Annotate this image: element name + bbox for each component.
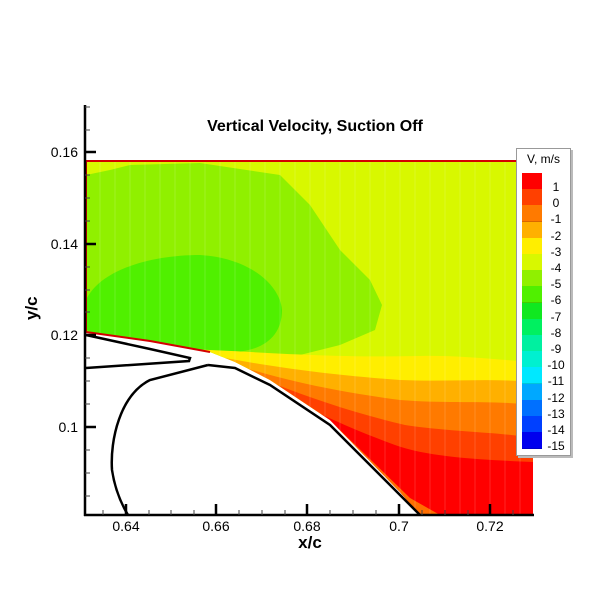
x-tick-label: 0.64: [112, 518, 140, 534]
legend-label: -7: [550, 309, 562, 324]
y-tick-label: 0.1: [58, 419, 78, 435]
axes: [83, 105, 534, 517]
legend-swatch: [522, 351, 542, 369]
legend-label: 0: [552, 196, 560, 211]
x-tick-label: 0.68: [293, 518, 321, 534]
y-tick-label: 0.12: [50, 327, 78, 343]
legend-swatch: [522, 367, 542, 385]
legend-label: -14: [547, 423, 565, 437]
chart-title: Vertical Velocity, Suction Off: [207, 118, 423, 135]
legend-swatch: [522, 416, 542, 433]
legend-label: -2: [550, 228, 562, 243]
color-legend: V, m/s 1 0 -1 -2 -3 -4 -5 -6 -7 -8 -9 -10 -11 -12 -13 -…: [516, 148, 571, 456]
legend-label: -12: [547, 390, 565, 405]
legend-label: -3: [550, 244, 562, 259]
legend-label: 1: [552, 180, 560, 194]
legend-swatch: [522, 237, 542, 255]
legend-swatch: [522, 189, 542, 207]
legend-title: V, m/s: [527, 152, 560, 166]
legend-swatch: [522, 335, 542, 352]
legend-swatch: [522, 432, 542, 450]
legend-swatch: [522, 270, 542, 288]
legend-swatch: [522, 302, 542, 320]
legend-swatch: [522, 383, 542, 401]
y-tick-label: 0.16: [50, 144, 78, 160]
x-tick-label: 0.72: [476, 518, 504, 534]
legend-swatch: [522, 318, 542, 336]
legend-label: -6: [550, 293, 562, 308]
legend-label: -15: [547, 439, 565, 454]
legend-swatch: [522, 221, 542, 239]
legend-label: -5: [550, 277, 562, 292]
legend-swatch: [522, 254, 542, 271]
x-tick-label: 0.7: [389, 518, 409, 534]
legend-swatch: [522, 286, 542, 304]
legend-swatch: [522, 205, 542, 223]
legend-label: -8: [550, 325, 562, 340]
legend-swatch: [522, 399, 542, 417]
legend-label: -4: [550, 261, 562, 275]
legend-label: -9: [550, 342, 562, 356]
legend-label: -13: [547, 406, 565, 421]
airfoil-geometry: [85, 333, 421, 516]
y-axis-label: y/c: [22, 296, 41, 320]
y-tick-label: 0.14: [50, 236, 78, 252]
legend-label: -11: [547, 374, 565, 389]
legend-label: -10: [547, 358, 565, 373]
legend-label: -1: [550, 212, 562, 227]
legend-swatch: [522, 173, 542, 190]
x-tick-label: 0.66: [202, 518, 230, 534]
x-axis-label: x/c: [298, 533, 322, 552]
